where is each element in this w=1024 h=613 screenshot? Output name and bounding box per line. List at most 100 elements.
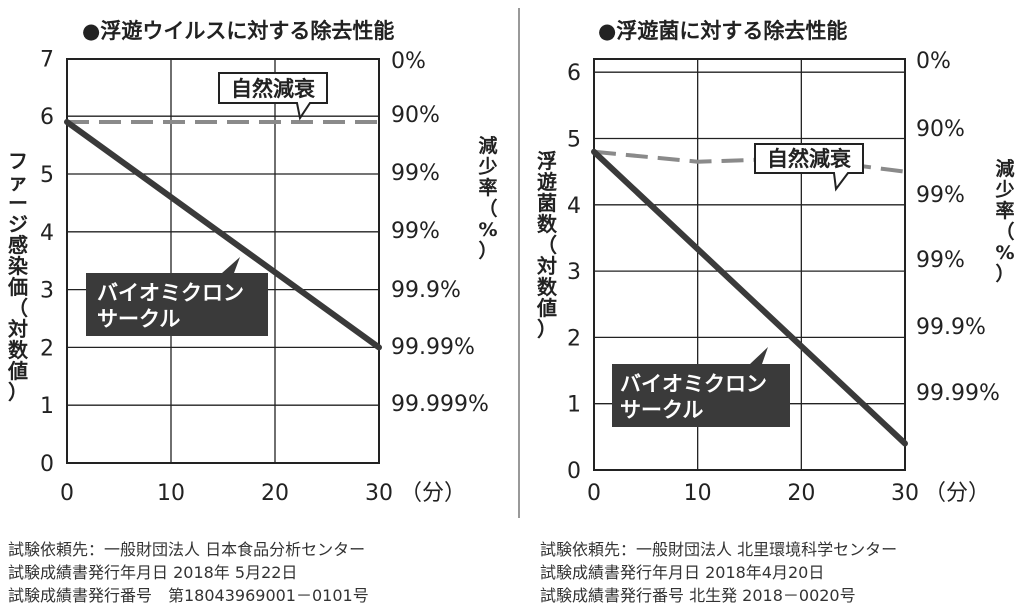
series-line-product xyxy=(64,119,382,351)
y-tick-label: 2 xyxy=(40,336,54,361)
right-label-char: 減 xyxy=(478,134,497,157)
y-label-char: 感 xyxy=(8,233,28,257)
right-label-char: % xyxy=(995,242,1014,264)
test-info-line: 試験成績書発行年月日 2018年4月20日 xyxy=(540,563,825,582)
callout-label-line1: バイオミクロン xyxy=(97,281,244,305)
y-tick-label: 1 xyxy=(40,394,54,419)
test-info-line: 試験依頼先：一般財団法人 日本食品分析センター xyxy=(8,540,366,559)
y-tick-label: 0 xyxy=(40,452,54,477)
right-label-char: 率 xyxy=(995,199,1014,222)
test-info-left: 試験依頼先：一般財団法人 日本食品分析センター 試験成績書発行年月日 2018年… xyxy=(8,538,369,607)
y-tick-label: 0 xyxy=(567,459,581,484)
x-tick-label: 20 xyxy=(261,481,289,506)
y-label-char: 対 xyxy=(536,254,557,278)
natural-decay-callout: 自然減衰 xyxy=(754,143,864,192)
test-info-line: 試験成績書発行番号 第18043969001－0101号 xyxy=(8,586,369,605)
x-tick-labels: 0 10 20 30 xyxy=(587,481,919,506)
right-tick-label: 90% xyxy=(916,117,965,142)
right-axis-label: 減少率（%） xyxy=(994,157,1014,285)
y-tick-label: 6 xyxy=(567,61,581,86)
right-tick-label: 99.9% xyxy=(916,315,986,340)
y-label-char: ） xyxy=(537,317,557,341)
y-label-char: フ xyxy=(8,149,28,173)
right-label-char: 減 xyxy=(995,157,1014,180)
right-tick-labels: 0% 90% 99% 99% 99.9% 99.99% xyxy=(916,49,1000,406)
callout-label: 自然減衰 xyxy=(231,77,316,101)
right-label-char: 少 xyxy=(477,156,497,178)
test-info-line: 試験依頼先：一般財団法人 北里環境科学センター xyxy=(540,540,898,559)
natural-decay-callout: 自然減衰 xyxy=(218,72,328,121)
callout-box xyxy=(218,72,328,121)
right-label-char: ） xyxy=(995,262,1014,285)
y-tick-label: 5 xyxy=(40,163,54,188)
right-tick-labels: 0% 90% 99% 99% 99.9% 99.99% 99.999% xyxy=(391,49,489,417)
right-label-char: % xyxy=(478,219,497,241)
right-axis-label: 減少率（%） xyxy=(477,134,497,262)
right-tick-label: 0% xyxy=(916,49,951,74)
callout-label-line2: サークル xyxy=(97,307,180,331)
product-callout: バイオミクロン サークル xyxy=(612,347,790,427)
x-tick-label: 30 xyxy=(891,481,919,506)
y-tick-label: 7 xyxy=(40,47,54,72)
y-tick-label: 6 xyxy=(40,105,54,130)
plot-grid xyxy=(594,59,905,470)
bacteria-chart: ●浮遊菌に対する除去性能 0 1 2 3 4 5 6 0 10 20 30 （分） 0% 90% 99… xyxy=(536,19,1015,506)
right-tick-label: 99% xyxy=(916,248,965,273)
y-tick-label: 1 xyxy=(567,393,581,418)
right-label-char: （ xyxy=(478,197,497,220)
y-label-char: 遊 xyxy=(537,170,557,194)
chart-title: ●浮遊菌に対する除去性能 xyxy=(598,19,847,43)
y-label-char: （ xyxy=(8,296,28,320)
right-tick-label: 90% xyxy=(391,103,440,128)
y-label-char: 価 xyxy=(7,275,28,299)
series-layer xyxy=(64,119,382,351)
x-tick-label: 30 xyxy=(365,481,393,506)
x-tick-label: 10 xyxy=(157,481,185,506)
y-tick-label: 5 xyxy=(567,128,581,153)
x-tick-label: 10 xyxy=(684,481,712,506)
y-tick-labels: 0 1 2 3 4 5 6 7 xyxy=(40,47,54,477)
y-label-char: 数 xyxy=(537,275,558,299)
callout-label-line1: バイオミクロン xyxy=(620,372,767,396)
virus-chart: ●浮遊ウイルスに対する除去性能 0 1 2 3 4 5 6 7 0 10 20 30 （分） 0% 9… xyxy=(7,19,498,506)
y-label-char: ァ xyxy=(8,170,28,194)
y-label-char: 数 xyxy=(537,212,558,236)
y-tick-label: 3 xyxy=(567,260,581,285)
test-info-line: 試験成績書発行番号 北生発 2018－0020号 xyxy=(540,586,856,605)
x-tick-label: 20 xyxy=(787,481,815,506)
right-tick-label: 99% xyxy=(391,161,440,186)
plot-frame xyxy=(593,58,906,471)
right-tick-label: 99% xyxy=(916,183,965,208)
callout-box xyxy=(612,347,790,427)
callout-box xyxy=(86,257,268,336)
plot-grid xyxy=(67,59,379,463)
y-label-char: 値 xyxy=(536,296,557,320)
callout-label-line2: サークル xyxy=(620,398,703,422)
right-tick-label: 99.99% xyxy=(916,381,1000,406)
test-info-right: 試験依頼先：一般財団法人 北里環境科学センター 試験成績書発行年月日 2018年… xyxy=(540,538,897,607)
y-tick-label: 4 xyxy=(40,221,54,246)
right-tick-label: 0% xyxy=(391,49,426,74)
y-label-char: 対 xyxy=(7,317,28,341)
right-label-char: ） xyxy=(478,239,497,262)
y-label-char: ） xyxy=(8,380,28,404)
right-tick-label: 99.9% xyxy=(391,278,461,303)
right-label-char: 少 xyxy=(994,179,1014,201)
x-tick-labels: 0 10 20 30 xyxy=(60,481,393,506)
y-label-char: 値 xyxy=(7,359,28,383)
plot-frame xyxy=(66,58,380,464)
x-axis-unit: （分） xyxy=(400,481,466,506)
y-label-char: 数 xyxy=(8,338,29,362)
right-tick-label: 99.99% xyxy=(391,335,475,360)
right-tick-label: 99% xyxy=(391,219,440,244)
product-callout: バイオミクロン サークル xyxy=(86,257,268,336)
right-tick-label: 99.999% xyxy=(391,392,489,417)
x-tick-label: 0 xyxy=(587,481,601,506)
right-label-char: 率 xyxy=(478,176,497,199)
x-axis-unit: （分） xyxy=(924,481,990,506)
y-label-char: 染 xyxy=(8,254,29,278)
callout-box xyxy=(754,143,864,192)
y-tick-label: 3 xyxy=(40,279,54,304)
y-label-char: ー xyxy=(8,191,28,215)
